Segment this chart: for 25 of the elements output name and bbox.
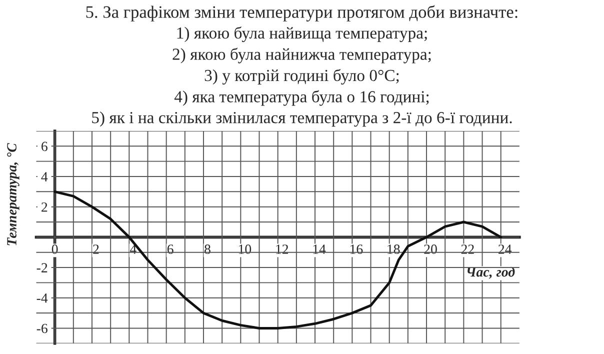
y-tick-label: -2 — [36, 263, 48, 272]
y-tick-label: 6 — [42, 142, 48, 152]
x-tick-label: 22 — [461, 244, 474, 254]
x-tick-label: 16 — [350, 244, 363, 254]
y-tick-label: -4 — [36, 294, 48, 303]
x-tick-label: 10 — [238, 244, 252, 254]
x-tick-label: 20 — [424, 244, 437, 254]
x-tick-label: 18 — [388, 244, 400, 254]
x-tick-label: 6 — [167, 244, 174, 254]
y-axis-title: Температура, °C — [7, 142, 20, 246]
chart-title: 5. За графіком зміни температури протягом доби визначте: — [86, 5, 518, 22]
text: 3) у котрій годині було 0°C; — [204, 69, 399, 85]
x-tick-label: 2 — [93, 244, 99, 254]
text: 5) як і на скільки змінилася температура з 2-ї до 6-ї години. — [92, 112, 512, 127]
y-tick-label: 2 — [42, 202, 48, 212]
text: 4) яка температура була о 16 годині; — [174, 90, 429, 106]
text: 2) якою була найнижча температура; — [172, 48, 431, 64]
x-tick-label: 0 — [52, 244, 58, 254]
y-tick-label: -6 — [36, 324, 48, 334]
x-tick-label: 14 — [313, 244, 326, 254]
text: 1) якою була найвища температура; — [177, 26, 427, 42]
x-tick-label: 4 — [130, 244, 136, 254]
x-tick-label: 12 — [276, 244, 288, 254]
x-tick-label: 24 — [498, 244, 512, 254]
y-tick-label: 4 — [41, 172, 48, 182]
